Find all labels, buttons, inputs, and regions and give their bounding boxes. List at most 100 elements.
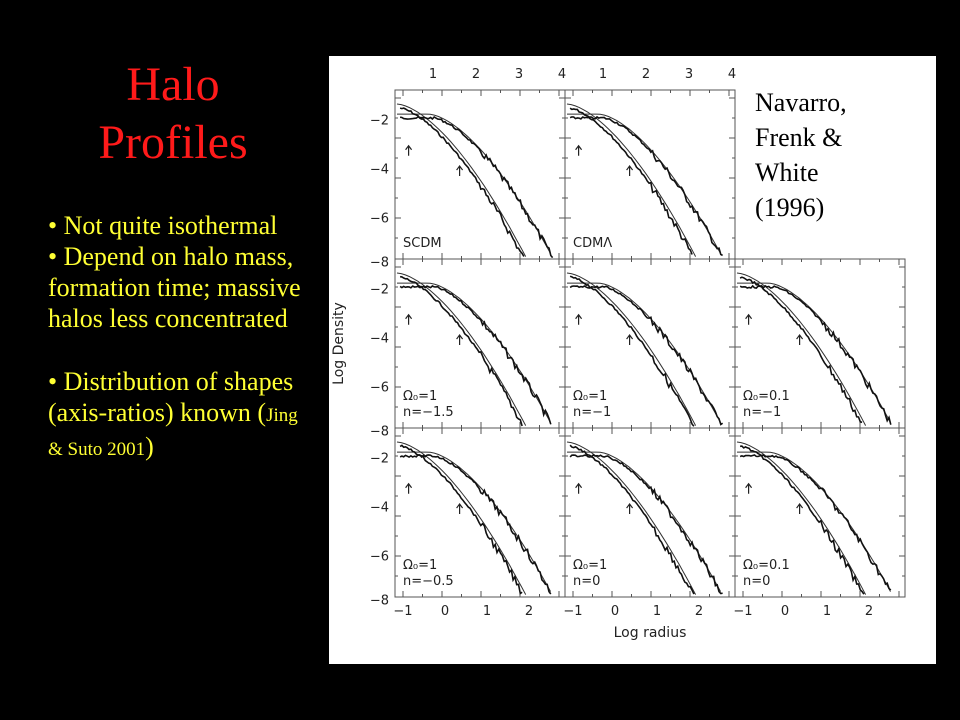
panel-label: n=−1.5 (403, 405, 454, 420)
panel-label: n=0 (743, 574, 770, 589)
credit-line-4: (1996) (755, 193, 825, 222)
panel-label: Ω₀=1 (573, 389, 607, 404)
fit-curve (566, 441, 697, 595)
bottom-tick-label: 1 (653, 604, 661, 619)
y-tick-label: −4 (370, 162, 389, 177)
radius-arrow (745, 482, 753, 494)
radius-arrow (796, 503, 804, 515)
radius-arrow (405, 482, 413, 494)
radius-arrow (575, 482, 583, 494)
fit-curve (566, 272, 697, 426)
panel-2-1: Ω₀=1n=0 (564, 427, 736, 598)
top-tick-label: 3 (685, 67, 693, 82)
citation: Jing & Suto 2001 (48, 405, 298, 460)
panel-0-0: SCDM (394, 89, 566, 260)
panel-2-0: Ω₀=1n=−0.5 (394, 427, 566, 598)
radius-arrow (405, 313, 413, 325)
y-tick-label: −6 (370, 380, 389, 395)
fit-curve (396, 103, 527, 257)
panel-label: CDMΛ (573, 236, 612, 251)
bullet-shape-text: • Distribution of shapes (axis-ratios) k… (48, 367, 294, 427)
bottom-tick-label: −1 (563, 604, 582, 619)
figure-credit: Navarro, Frenk & White (1996) (755, 85, 905, 225)
y-tick-label: −8 (370, 424, 389, 439)
top-tick-label: 1 (429, 67, 437, 82)
x-axis-label: Log radius (614, 625, 687, 641)
panel-label: n=−0.5 (403, 574, 454, 589)
panel-label: Ω₀=0.1 (743, 389, 790, 404)
bottom-tick-label: 2 (695, 604, 703, 619)
y-tick-label: −2 (370, 282, 389, 297)
panel-1-1: Ω₀=1n=−1 (564, 258, 736, 429)
panel-grid: SCDM CDMΛΩ₀=1n=−1.5Ω₀=1n=−1Ω₀=0.1n=−1Ω₀=1… (331, 67, 906, 641)
title-line-2: Profiles (98, 116, 248, 169)
simulation-profile (399, 285, 552, 425)
top-tick-label: 1 (599, 67, 607, 82)
simulation-profile (399, 107, 525, 257)
bottom-tick-label: 1 (483, 604, 491, 619)
bottom-tick-label: −1 (393, 604, 412, 619)
y-tick-label: −8 (370, 255, 389, 270)
y-tick-label: −2 (370, 113, 389, 128)
fit-curve (737, 282, 891, 423)
title-line-1: Halo (126, 58, 220, 111)
bullet-isothermal: • Not quite isothermal (48, 211, 278, 240)
fit-curve (397, 451, 552, 592)
y-tick-label: −4 (370, 331, 389, 346)
panel-label: Ω₀=0.1 (743, 558, 790, 573)
radius-arrow (456, 334, 464, 346)
bottom-tick-label: 0 (611, 604, 619, 619)
panel-1-2: Ω₀=0.1n=−1 (734, 258, 906, 429)
credit-line-2: Frenk & (755, 123, 843, 152)
bottom-tick-label: 1 (823, 604, 831, 619)
credit-line-3: White (755, 158, 819, 187)
fit-curve (566, 103, 697, 257)
simulation-profile (569, 453, 723, 595)
radius-arrow (626, 165, 634, 177)
panel-2-2: Ω₀=0.1n=0 (734, 427, 906, 598)
radius-arrow (575, 144, 583, 156)
y-tick-label: −4 (370, 500, 389, 515)
panel-label: Ω₀=1 (403, 389, 437, 404)
simulation-profile (399, 115, 554, 259)
y-tick-label: −6 (370, 211, 389, 226)
radius-arrow (745, 313, 753, 325)
radius-arrow (456, 165, 464, 177)
panel-1-0: Ω₀=1n=−1.5 (394, 258, 566, 429)
radius-arrow (796, 334, 804, 346)
panel-frame (734, 427, 906, 598)
fit-curve (396, 441, 527, 595)
panel-label: SCDM (403, 236, 442, 251)
credit-line-1: Navarro, (755, 88, 847, 117)
panel-0-1: CDMΛ (564, 89, 736, 260)
bottom-tick-label: 0 (441, 604, 449, 619)
top-tick-label: 4 (558, 67, 566, 82)
panel-label: n=0 (573, 574, 600, 589)
radius-arrow (575, 313, 583, 325)
y-axis-label: Log Density (331, 302, 347, 385)
simulation-profile (400, 275, 523, 427)
top-tick-label: 2 (472, 67, 480, 82)
y-tick-label: −2 (370, 451, 389, 466)
bottom-tick-label: 0 (781, 604, 789, 619)
fit-curve (397, 113, 552, 254)
fit-curve (736, 441, 867, 595)
simulation-profile (399, 454, 552, 595)
radius-arrow (626, 503, 634, 515)
top-tick-label: 3 (515, 67, 523, 82)
panel-label: Ω₀=1 (403, 558, 437, 573)
y-tick-label: −8 (370, 593, 389, 608)
y-tick-label: −6 (370, 549, 389, 564)
top-tick-label: 4 (728, 67, 736, 82)
bottom-tick-label: 2 (525, 604, 533, 619)
panel-label: n=−1 (573, 405, 611, 420)
bottom-tick-label: 2 (865, 604, 873, 619)
bullet-list: • Not quite isothermal • Depend on halo … (48, 210, 310, 465)
panel-label: n=−1 (743, 405, 781, 420)
radius-arrow (626, 334, 634, 346)
halo-profile-figure: SCDM CDMΛ Ω₀=1 n=−1.5 Ω₀=1 n=−1 Ω₀=0.1 n=−1 Ω₀=1… (329, 56, 936, 664)
bullet-mass-dependence: • Depend on halo mass, formation time; m… (48, 242, 301, 333)
bottom-tick-label: −1 (733, 604, 752, 619)
simulation-profile (569, 115, 723, 257)
radius-arrow (456, 503, 464, 515)
